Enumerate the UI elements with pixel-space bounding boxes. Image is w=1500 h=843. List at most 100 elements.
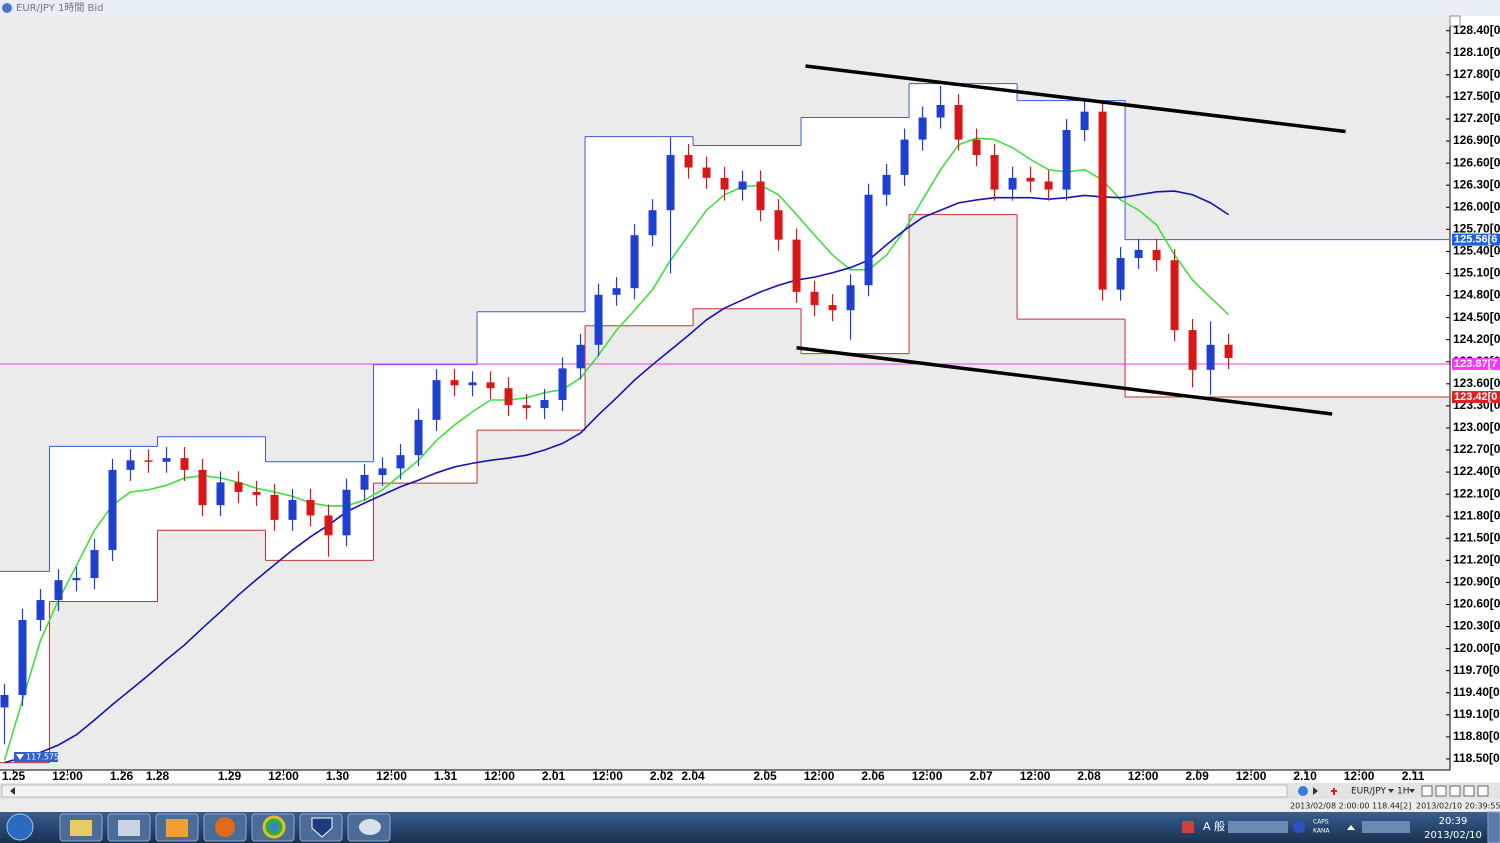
- day-range: [373, 364, 478, 484]
- candle-body: [522, 405, 531, 409]
- x-tick-label: 12:00: [912, 769, 943, 783]
- candle-body: [990, 155, 999, 190]
- y-tick-label: 125.10[0: [1453, 266, 1500, 280]
- tool-btn[interactable]: [1463, 785, 1475, 797]
- x-tick-label: 12:00: [52, 769, 83, 783]
- status-bar: [0, 799, 1500, 812]
- tool-btn[interactable]: [1477, 785, 1489, 797]
- candle-body: [1008, 177, 1017, 190]
- corner-box[interactable]: [1449, 15, 1461, 27]
- day-range: [1125, 239, 1450, 398]
- x-tick-label: 2.05: [753, 769, 777, 783]
- y-tick-label: 120.00[0: [1453, 641, 1500, 655]
- toolbar-globe[interactable]: [1298, 786, 1308, 796]
- candle-body: [180, 458, 189, 470]
- dropdown-arrow: [1388, 789, 1394, 793]
- help-icon[interactable]: [1293, 821, 1305, 833]
- candle-body: [162, 458, 171, 462]
- price-label: 123.87[7: [1454, 358, 1497, 370]
- y-tick-label: 120.60[0: [1453, 597, 1500, 611]
- scroll-left[interactable]: [10, 787, 15, 795]
- candle-body: [828, 305, 837, 311]
- day-range: [585, 136, 694, 326]
- y-tick-label: 126.90[0: [1453, 133, 1500, 147]
- candle-body: [414, 419, 423, 456]
- candle-body: [504, 388, 513, 406]
- candle-body: [450, 380, 459, 386]
- candle-body: [90, 550, 99, 579]
- day-range: [693, 145, 802, 309]
- period-dropdown[interactable]: 1H: [1397, 787, 1410, 797]
- ime-indicator[interactable]: A 般: [1203, 820, 1225, 833]
- x-tick-label: 12:00: [1020, 769, 1051, 783]
- app-icon: [118, 820, 140, 836]
- x-tick-label: 2.10: [1293, 769, 1317, 783]
- explorer-icon: [70, 820, 92, 836]
- x-tick-label: 1.30: [326, 769, 350, 783]
- x-tick-label: 1.25: [2, 769, 26, 783]
- low-label: 117.575: [26, 753, 59, 762]
- candle-body: [108, 469, 117, 551]
- plot: 117.575: [0, 64, 1450, 764]
- candle-body: [1134, 249, 1143, 259]
- candle-body: [846, 285, 855, 311]
- tray-icon[interactable]: [1182, 821, 1194, 833]
- show-desktop[interactable]: [1487, 811, 1500, 843]
- day-range: [1017, 100, 1126, 320]
- firefox-icon: [215, 817, 235, 837]
- start-button[interactable]: [6, 813, 34, 841]
- day-range: [477, 311, 586, 431]
- y-tick-label: 128.40[0: [1453, 23, 1500, 37]
- x-tick-label: 12:00: [376, 769, 407, 783]
- candle-body: [72, 578, 81, 581]
- candle-body: [216, 482, 225, 506]
- candle-body: [576, 344, 585, 369]
- tray-expand[interactable]: [1347, 825, 1355, 830]
- candle-body: [306, 500, 315, 516]
- price-label: 123.42[0: [1454, 391, 1497, 403]
- y-tick-label: 118.50[0: [1453, 751, 1500, 765]
- toolbar-marker[interactable]: [1331, 788, 1337, 795]
- candle-body: [378, 468, 387, 476]
- outlook-icon: [166, 819, 188, 837]
- status-now: 2013/02/10 20:39:55: [1416, 802, 1500, 811]
- candle-body: [1170, 260, 1179, 331]
- candle-body: [612, 288, 621, 295]
- clock-date[interactable]: 2013/02/10: [1424, 830, 1482, 841]
- candle-body: [1206, 344, 1215, 370]
- candle-body: [558, 368, 567, 400]
- y-tick-label: 126.60[0: [1453, 155, 1500, 169]
- y-tick-label: 125.70[0: [1453, 221, 1500, 235]
- y-tick-label: 124.20[0: [1453, 332, 1500, 346]
- candle-body: [0, 694, 9, 708]
- y-tick-label: 119.40[0: [1453, 685, 1500, 699]
- y-tick-label: 121.20[0: [1453, 553, 1500, 567]
- candle-body: [720, 177, 729, 190]
- price-label-box: [1452, 233, 1500, 246]
- tool-btn[interactable]: [1435, 785, 1447, 797]
- toolbar-play[interactable]: [1313, 787, 1318, 795]
- candle-body: [252, 491, 261, 495]
- moving-average: [3, 137, 1230, 761]
- candle-body: [468, 382, 477, 386]
- x-tick-label: 12:00: [1344, 769, 1375, 783]
- candle-body: [126, 460, 135, 470]
- y-tick-label: 121.50[0: [1453, 530, 1500, 544]
- x-tick-label: 2.08: [1077, 769, 1101, 783]
- candle-body: [1062, 130, 1071, 190]
- y-tick-label: 122.70[0: [1453, 442, 1500, 456]
- candle-body: [1188, 330, 1197, 370]
- y-tick-label: 123.60[0: [1453, 376, 1500, 390]
- tool-btn[interactable]: [1421, 785, 1433, 797]
- tray-icons: [1362, 821, 1410, 833]
- status-time: 2013/02/08 2:00:00: [1290, 802, 1370, 811]
- candle-body: [198, 469, 207, 506]
- tool-btn[interactable]: [1449, 785, 1461, 797]
- scrollbar[interactable]: [1, 784, 1288, 798]
- y-tick-label: 122.40[0: [1453, 464, 1500, 478]
- candle-body: [936, 105, 945, 118]
- day-range: [157, 436, 266, 531]
- candle-body: [882, 174, 891, 195]
- clock-time[interactable]: 20:39: [1439, 816, 1468, 827]
- symbol-dropdown[interactable]: EUR/JPY: [1351, 787, 1386, 797]
